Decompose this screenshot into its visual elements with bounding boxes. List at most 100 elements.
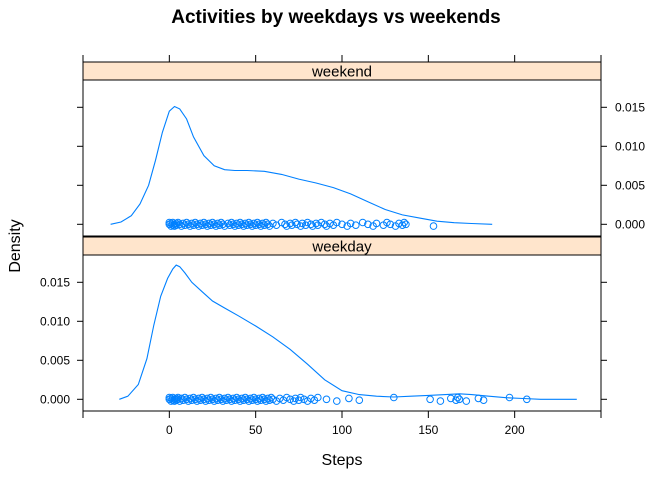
rug-point: [186, 394, 194, 403]
rug-point: [320, 220, 329, 229]
rug-point: [358, 218, 367, 227]
y-tick-label: 0.010: [40, 314, 70, 328]
rug-point: [426, 395, 434, 404]
rug-point: [314, 393, 322, 402]
rug-point: [232, 219, 241, 228]
y-tick-label: 0.010: [615, 139, 645, 153]
rug-point: [429, 222, 438, 230]
rug-point: [352, 221, 360, 229]
rug-point: [346, 219, 355, 228]
rug-point: [193, 220, 201, 229]
rug-point: [293, 220, 301, 229]
rug-point: [386, 220, 395, 229]
rug-point: [194, 394, 203, 403]
rug-point: [229, 394, 237, 403]
rug-point: [255, 394, 263, 403]
rug-point: [372, 219, 381, 228]
rug-point: [505, 393, 514, 402]
rug-point: [312, 219, 320, 228]
rug-point: [201, 220, 210, 229]
y-tick-label: 0.015: [615, 100, 645, 114]
rug-point: [238, 220, 246, 229]
panels: weekend weekday: [82, 61, 602, 412]
rug-point: [474, 394, 483, 403]
rug-point: [345, 394, 353, 403]
rug-point: [269, 219, 277, 228]
rug-point: [191, 395, 199, 404]
rug-point: [251, 395, 260, 404]
rug-point: [523, 395, 531, 404]
x-tick-label: 0: [166, 423, 173, 437]
strip-label-weekday: weekday: [311, 239, 372, 256]
rug-point: [282, 393, 291, 402]
rug-point: [462, 397, 471, 405]
rug-point: [217, 395, 225, 404]
rug-point: [322, 395, 331, 404]
rug-point: [246, 394, 255, 403]
rug-point: [177, 394, 186, 403]
rug-point: [224, 219, 232, 228]
rug-point: [400, 218, 409, 227]
rug-point: [402, 220, 410, 229]
y-tick-label: 0.005: [615, 178, 645, 192]
rug-point: [182, 395, 191, 404]
rug-point: [184, 220, 193, 229]
panel-frame-weekend: [82, 79, 602, 237]
rug-point: [213, 219, 222, 228]
density-line-weekday: [119, 264, 577, 400]
rug-point: [208, 395, 217, 404]
rug-point: [243, 395, 251, 404]
rug-point: [264, 220, 272, 229]
panel-weekend: weekend: [82, 61, 602, 237]
rug-point: [210, 220, 218, 229]
rug-point: [179, 219, 187, 228]
panel-frame-weekday: [82, 254, 602, 412]
rug-point: [220, 394, 229, 403]
x-tick-label: 100: [332, 423, 352, 437]
rug-point: [200, 395, 208, 404]
rug-point: [188, 219, 196, 228]
y-tick-label: 0.005: [40, 353, 70, 367]
rug-point: [479, 396, 488, 405]
rug-point: [455, 395, 464, 404]
panel-weekday: weekday: [82, 236, 602, 412]
rug-point: [246, 220, 255, 229]
rug-point: [267, 393, 276, 402]
y-tick-label: 0.015: [40, 275, 70, 289]
x-tick-label: 200: [505, 423, 525, 437]
rug-point: [234, 395, 243, 404]
rug-point: [286, 395, 295, 404]
density-line-weekend: [110, 105, 493, 225]
rug-point: [226, 395, 234, 404]
rug-point: [264, 394, 272, 403]
rug-point: [390, 393, 398, 402]
rug-point: [436, 397, 445, 405]
rug-point: [453, 393, 462, 402]
rug-point: [212, 394, 220, 403]
x-tick-label: 50: [249, 423, 263, 437]
rug-point: [205, 219, 213, 228]
chart-title: Activities by weekdays vs weekends: [171, 7, 501, 28]
rug-point: [355, 396, 364, 405]
rug-point: [203, 394, 212, 403]
x-tick-label: 150: [418, 423, 438, 437]
rug-point: [260, 395, 269, 404]
rug-point: [258, 219, 267, 228]
rug-point: [250, 219, 258, 228]
rug-point: [338, 220, 346, 229]
rug-point: [333, 397, 341, 405]
y-tick-label: 0.000: [615, 217, 645, 231]
rug-point: [241, 219, 250, 228]
rug-point: [174, 395, 182, 404]
rug-point: [333, 218, 341, 227]
rug-point: [229, 220, 237, 229]
rug-point: [196, 219, 205, 228]
x-axis-title: Steps: [322, 452, 363, 469]
rug-point: [364, 220, 372, 229]
y-tick-label: 0.000: [40, 392, 70, 406]
axes: 0.000 0.005 0.010 0.015 0.000 0.005 0.010 0.015…: [40, 55, 645, 437]
strip-label-weekend: weekend: [311, 64, 372, 81]
y-axis-title: Density: [7, 219, 24, 272]
rug-point: [175, 220, 184, 229]
